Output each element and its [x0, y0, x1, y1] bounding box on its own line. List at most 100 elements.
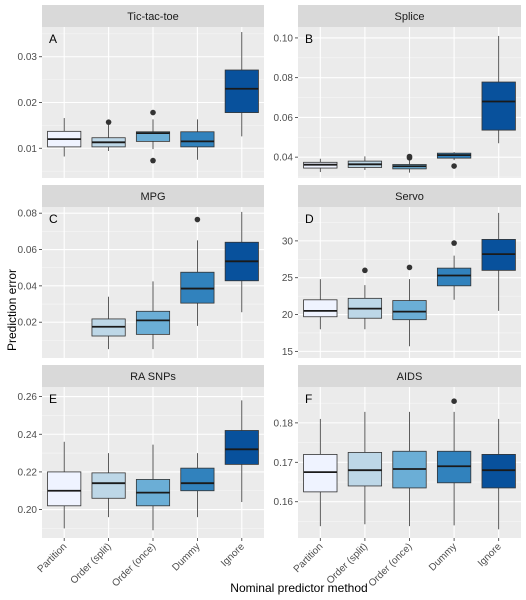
- outlier-point: [451, 398, 457, 404]
- panel-b: Splice 0.04 0.06 0.08 0.10 B: [274, 5, 521, 178]
- box-iqr: [224, 69, 259, 113]
- y-tick-label: 0.01: [18, 144, 38, 155]
- x-tick-label: Dummy: [170, 541, 202, 573]
- panel-title: MPG: [140, 191, 165, 203]
- box-iqr: [392, 300, 427, 321]
- x-tick-label: Partition: [36, 541, 70, 575]
- panel-f: AIDS 0.16 0.17 0.18 F: [274, 365, 521, 541]
- box-partition: [47, 118, 82, 157]
- y-tick-label: 0.06: [18, 245, 38, 256]
- panel-title: Splice: [395, 11, 425, 23]
- box-dummy: [180, 216, 215, 326]
- box-iqr: [347, 452, 383, 487]
- panel-title: Tic-tac-toe: [127, 11, 179, 23]
- box-ignore: [224, 211, 259, 313]
- y-axis-title: Prediction error: [5, 269, 19, 351]
- outlier-point: [451, 163, 457, 169]
- box-iqr: [180, 271, 215, 304]
- outlier-point: [105, 119, 112, 125]
- box-partition: [303, 279, 338, 330]
- y-tick-label: 0.24: [18, 430, 38, 441]
- y-tick-label: 0.17: [274, 458, 294, 469]
- x-axis-title: Nominal predictor method: [230, 581, 367, 595]
- outlier-point: [451, 240, 457, 246]
- y-tick-label: 0.03: [18, 52, 38, 63]
- box-order-split: [347, 411, 383, 525]
- box-iqr: [135, 310, 171, 335]
- x-tick-label: Order (once): [110, 541, 158, 589]
- box-iqr: [224, 430, 259, 465]
- outlier-point: [150, 109, 156, 116]
- panel-letter: E: [49, 392, 57, 406]
- outlier-point: [150, 157, 156, 164]
- panel-a: Tic-tac-toe 0.01 0.02 0.03 A: [18, 5, 264, 178]
- box-partition: [303, 418, 338, 527]
- box-order-split: [91, 296, 126, 350]
- panel-title: AIDS: [397, 371, 423, 383]
- x-tick-label: Partition: [292, 541, 326, 575]
- panel-letter: A: [49, 32, 57, 46]
- y-tick-label: 0.02: [18, 98, 38, 109]
- box-ignore: [224, 400, 259, 503]
- outlier-point: [194, 216, 201, 223]
- y-tick-label: 0.22: [18, 467, 38, 478]
- y-tick-label: 30: [282, 236, 294, 247]
- outlier-point: [406, 264, 413, 271]
- box-order-once: [135, 109, 171, 164]
- box-ignore: [224, 32, 259, 137]
- box-partition: [47, 441, 82, 529]
- box-iqr: [436, 267, 472, 287]
- y-tick-label: 0.04: [274, 153, 294, 164]
- x-tick-label: Order (split): [69, 541, 114, 586]
- box-order-split: [91, 119, 126, 152]
- box-order-once: [392, 153, 427, 173]
- panel-letter: F: [305, 392, 312, 406]
- box-dummy: [436, 398, 472, 526]
- box-iqr: [47, 471, 82, 507]
- y-tick-label: 0.20: [18, 505, 38, 516]
- box-dummy: [180, 119, 215, 160]
- panel-strip: [298, 5, 521, 27]
- box-order-once: [135, 444, 171, 531]
- box-partition: [303, 158, 338, 173]
- x-tick-label: Ignore: [219, 541, 247, 569]
- y-tick-label: 0.06: [274, 113, 294, 124]
- box-order-split: [91, 453, 126, 518]
- panel-strip: [298, 185, 521, 207]
- y-tick-label: 0.18: [274, 418, 294, 429]
- panel-title: Servo: [395, 191, 424, 203]
- box-order-split: [347, 156, 383, 171]
- box-order-once: [392, 264, 427, 347]
- x-tick-label: Ignore: [476, 541, 504, 569]
- panel-title: RA SNPs: [130, 371, 176, 383]
- box-iqr: [91, 472, 126, 499]
- box-dummy: [180, 453, 215, 518]
- box-iqr: [481, 81, 516, 131]
- box-iqr: [180, 467, 215, 492]
- panel-d: Servo 15 20 25 30 D: [282, 185, 521, 358]
- box-ignore: [481, 212, 516, 311]
- panel-letter: D: [305, 212, 314, 226]
- box-order-once: [135, 281, 171, 350]
- box-ignore: [481, 418, 516, 530]
- y-tick-label: 0.08: [18, 209, 38, 220]
- box-iqr: [180, 131, 215, 148]
- box-ignore: [481, 35, 516, 144]
- box-iqr: [303, 454, 338, 493]
- box-order-once: [392, 411, 427, 527]
- y-tick-label: 0.26: [18, 392, 38, 403]
- x-tick-label: Dummy: [427, 541, 459, 573]
- panel-c: MPG 0.02 0.04 0.06 0.08 C: [18, 185, 264, 358]
- y-tick-label: 0.02: [18, 318, 38, 329]
- panel-strip: [42, 185, 264, 207]
- y-tick-label: 0.10: [274, 33, 294, 44]
- y-tick-label: 25: [282, 273, 294, 284]
- x-tick-label: Order (once): [367, 541, 415, 589]
- panels-group: Tic-tac-toe 0.01 0.02 0.03 A Splice 0.04 0.06 0.…: [18, 5, 521, 541]
- y-tick-label: 0.04: [18, 281, 38, 292]
- panel-strip: [42, 365, 264, 387]
- outlier-point: [406, 153, 413, 160]
- box-iqr: [135, 131, 171, 142]
- outlier-point: [362, 267, 368, 274]
